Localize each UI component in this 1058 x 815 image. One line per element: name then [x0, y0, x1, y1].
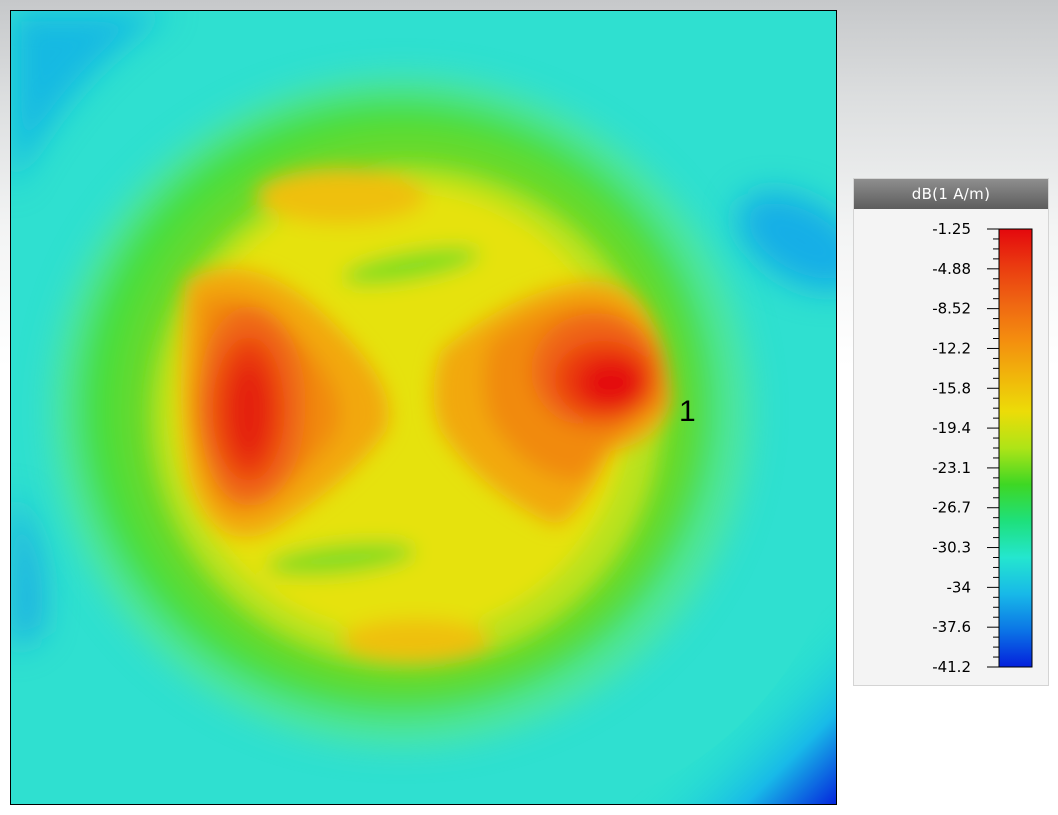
hotspot-right	[433, 281, 671, 526]
colorbar-tick-label: -23.1	[932, 459, 971, 477]
hotspot-left	[182, 268, 389, 538]
colorbar-scale: -1.25 -4.88 -8.52 -12.2 -15.8 -19.4 -23.1 -26.7…	[932, 220, 1033, 676]
legend-title: dB(1 A/m)	[854, 179, 1048, 209]
colorbar-gradient	[998, 228, 1033, 668]
colorbar-tick-label: -19.4	[932, 419, 971, 437]
heatmap-svg: 1	[11, 11, 836, 804]
field-heatmap: 1	[10, 10, 837, 805]
colorbar-tick-label: -8.52	[932, 300, 971, 318]
colorbar-tick-label: -15.8	[932, 379, 971, 397]
colorbar-legend: dB(1 A/m) -1.25 -4.88 -8.52 -12.2 -15.8 -19.4…	[853, 178, 1049, 686]
port-label: 1	[679, 395, 696, 428]
low-field-regions	[11, 11, 836, 651]
colorbar-tick-label: -12.2	[932, 339, 971, 357]
colorbar-tick-label: -1.25	[932, 220, 971, 238]
colorbar-tick-label: -37.6	[932, 618, 971, 636]
colorbar-tick-label: -34	[947, 578, 972, 596]
corner-low-region	[606, 576, 836, 804]
colorbar-tick-label: -30.3	[932, 539, 971, 557]
colorbar-tick-label: -26.7	[932, 499, 971, 517]
colorbar-tick-label: -41.2	[932, 658, 971, 676]
colorbar-tick-label: -4.88	[932, 260, 971, 278]
